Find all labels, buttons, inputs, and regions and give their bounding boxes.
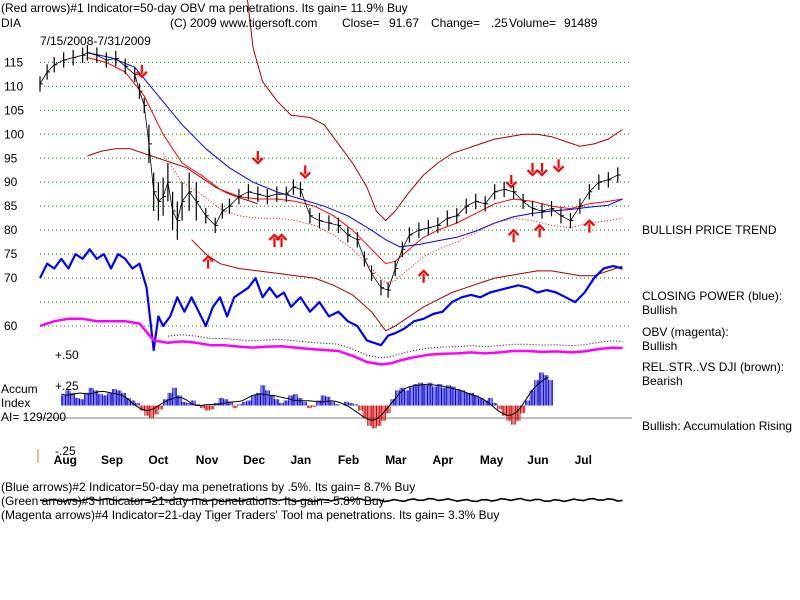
y-tick-label: 80 [4,223,18,237]
red-up-arrow-4 [507,228,520,243]
red-down-arrow-4 [526,163,539,177]
red-up-arrow-3 [417,269,430,283]
accum-ai-value: AI= 129/200 [1,410,67,424]
y-tick-label: 70 [4,271,18,285]
y-tick-label: 75 [4,247,18,261]
close-label: Close= [342,16,380,30]
red-up-arrow-1 [268,233,281,247]
red-down-arrow-1 [252,151,264,165]
obv-value: Bullish [642,339,678,353]
header-indicator-1: (Red arrows)#1 Indicator=50-day OBV ma p… [1,1,408,15]
closing-power-line [39,248,623,352]
red-dotted-trail [162,153,623,284]
x-tick-label-jun: Jun [527,453,548,467]
lower-band-left-line [87,148,259,205]
change-label: Change= [431,16,481,30]
close-value: 91.67 [389,16,420,30]
relative-strength-line [39,497,623,503]
x-tick-label-oct: Oct [148,453,168,467]
upper-band-line [247,0,623,222]
x-tick-label-aug: Aug [54,453,77,467]
x-tick-label-dec: Dec [243,453,265,467]
blue-moving-average-line [87,52,623,248]
x-tick-label-sep: Sep [101,453,123,467]
footer-indicator-3: (Green arrows)#3 Indicator=21-day ma pen… [1,494,385,508]
lower-band-right-line [191,239,623,332]
relstr-label: REL.STR..VS DJI (brown): [642,360,785,374]
y-tick-label: 105 [4,103,24,117]
x-tick-label-jan: Jan [290,453,311,467]
date-range: 7/15/2008-7/31/2009 [40,34,151,48]
x-tick-label-mar: Mar [385,453,407,467]
obv-label: OBV (magenta): [642,325,729,339]
red-down-arrow-0 [136,64,148,79]
closing-power-label: CLOSING POWER (blue): [642,289,783,303]
black-dotted-trail [167,334,623,359]
red-down-arrow-2 [299,165,311,179]
red-up-arrow-6 [583,219,596,233]
red-up-arrow-5 [533,223,546,238]
copyright: (C) 2009 www.tigersoft.com [170,16,318,30]
red-down-arrow-5 [536,163,548,177]
y-tick-label: 60 [4,319,18,333]
y-tick-label: 100 [4,127,24,141]
closing-power-value: Bullish [642,303,678,317]
x-tick-label-may: May [480,453,504,467]
volume-value: 91489 [564,16,598,30]
y-tick-label: 110 [4,79,23,93]
y-tick-label: 95 [4,151,18,165]
accum-smoothed-line [61,376,549,421]
x-tick-label-feb: Feb [338,453,359,467]
relstr-value: Bearish [642,374,683,388]
footer-indicator-4: (Magenta arrows)#4 Indicator=21-day Tige… [1,508,500,522]
accum-title-1: Accum [1,382,38,396]
y-tick-label: 85 [4,199,18,213]
red-down-arrow-6 [552,159,565,173]
y-tick-label: 90 [4,175,18,189]
red-up-arrow-2 [275,233,288,247]
red-moving-average-line [87,57,623,265]
change-value: .25 [491,16,508,30]
price-line [39,52,618,291]
accum-tick-top: +.50 [55,348,79,362]
accum-tick-high: +.25 [55,379,79,393]
accum-title-2: Index [1,396,31,410]
footer-indicator-2: (Blue arrows)#2 Indicator=50-day ma pene… [1,480,416,494]
accum-status-label: Bullish: Accumulation Rising [642,419,793,433]
x-tick-label-apr: Apr [433,453,454,467]
accum-tick-low: -.25 [55,444,76,458]
symbol: DIA [1,16,22,30]
x-tick-label-jul: Jul [575,453,592,467]
bullish-price-trend-label: BULLISH PRICE TREND [642,223,777,237]
red-up-arrow-0 [202,254,214,269]
y-tick-label: 115 [4,55,23,69]
x-tick-label-nov: Nov [196,453,219,467]
volume-label: Volume= [509,16,557,30]
obv-line [39,317,623,366]
red-down-arrow-3 [505,175,518,189]
